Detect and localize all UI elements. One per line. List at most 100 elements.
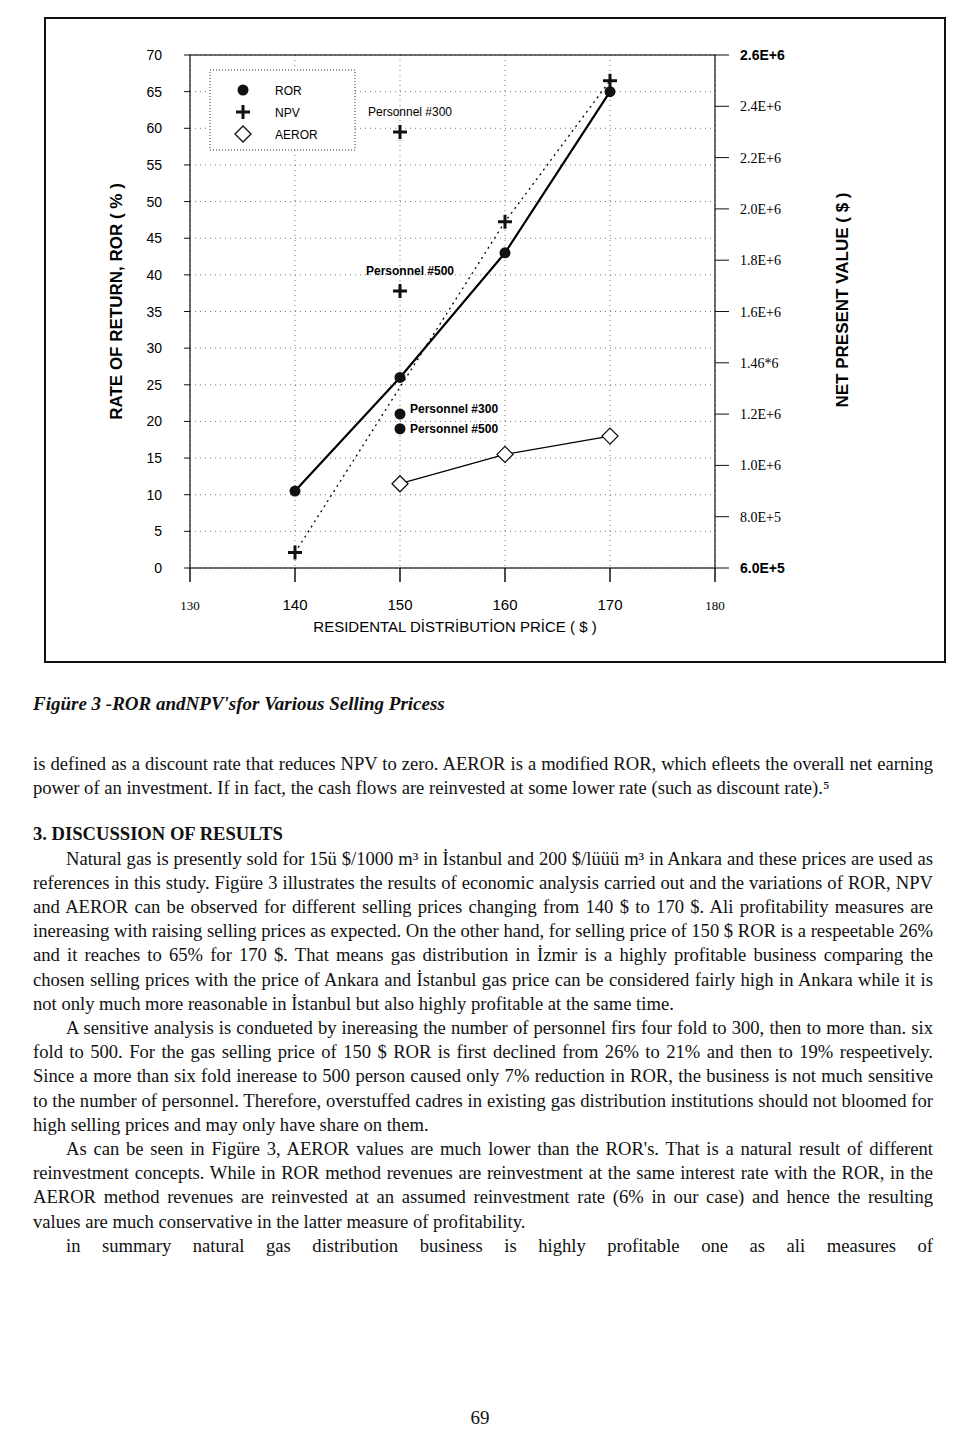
figure-border	[45, 18, 945, 662]
point-annotation: Personnel #500	[410, 422, 498, 436]
y-tick-label: 0	[154, 560, 162, 576]
legend-box	[210, 70, 355, 150]
data-point	[605, 86, 616, 97]
legend-marker	[236, 105, 250, 119]
paragraph: Natural gas is presently sold for 15ü $/…	[33, 847, 933, 1016]
y2-tick-label: 1.6E+6	[740, 305, 781, 320]
y-tick	[184, 384, 190, 385]
data-point	[395, 372, 406, 383]
y2-tick	[715, 106, 729, 107]
y-axis-label: RATE OF RETURN, ROR ( % )	[107, 183, 126, 420]
grid-line-x	[610, 55, 611, 568]
y2-tick	[715, 465, 729, 466]
grid-line-y	[190, 311, 715, 312]
y2-tick	[715, 208, 729, 209]
y2-axis-label: NET PRESENT VALUE ( $ )	[833, 192, 852, 407]
figure-caption: Figüre 3 -ROR andNPV'sfor Various Sellin…	[33, 693, 445, 715]
y-tick	[184, 494, 190, 495]
y-tick	[184, 238, 190, 239]
y2-tick	[715, 568, 729, 569]
page-number: 69	[0, 1407, 960, 1429]
point-annotation: Personnel #300	[410, 402, 498, 416]
y-tick-label: 15	[146, 450, 162, 466]
y2-tick	[715, 414, 729, 415]
y2-tick	[715, 516, 729, 517]
y2-tick-label: 2.6E+6	[740, 47, 785, 63]
grid-line-y	[190, 348, 715, 349]
legend-marker	[235, 126, 251, 142]
y-tick-label: 10	[146, 487, 162, 503]
y2-tick-label: 2.0E+6	[740, 202, 781, 217]
data-point	[500, 247, 511, 258]
series-line	[295, 92, 610, 491]
paragraph: in summary natural gas distribution busi…	[33, 1234, 933, 1258]
data-point	[288, 546, 302, 560]
grid-line-y	[190, 458, 715, 459]
figure-3: 05101520253035404550556065706.0E+58.0E+5…	[0, 0, 960, 680]
data-point	[498, 215, 512, 229]
y-tick	[184, 348, 190, 349]
series-line	[295, 81, 610, 553]
data-point	[497, 446, 513, 462]
data-point	[290, 486, 301, 497]
y2-tick	[715, 362, 729, 363]
y-tick	[184, 91, 190, 92]
y-tick	[184, 55, 190, 56]
paragraph: A sensitive analysis is condueted by ine…	[33, 1016, 933, 1137]
y-tick-label: 50	[146, 194, 162, 210]
y-tick	[184, 531, 190, 532]
legend-label: NPV	[275, 106, 300, 120]
grid-line-y	[190, 201, 715, 202]
paragraph: is defined as a discount rate that reduc…	[33, 752, 933, 800]
y-tick-label: 5	[154, 523, 162, 539]
y2-tick-label: 1.0E+6	[740, 458, 781, 473]
legend-label: ROR	[275, 84, 302, 98]
x-tick-label: 150	[387, 596, 412, 613]
x-tick-label: 160	[492, 596, 517, 613]
y-tick-label: 70	[146, 47, 162, 63]
x-tick	[189, 568, 191, 582]
paragraph: As can be seen in Figüre 3, AEROR values…	[33, 1137, 933, 1234]
x-tick-label: 130	[180, 598, 200, 613]
y-tick	[184, 201, 190, 202]
y-tick-label: 65	[146, 84, 162, 100]
x-tick	[714, 568, 716, 582]
y2-tick-label: 2.4E+6	[740, 99, 781, 114]
legend: ROR NPV AEROR	[210, 70, 355, 150]
y2-tick	[715, 55, 729, 56]
sensitivity-ror-point	[395, 423, 406, 434]
y2-tick	[715, 311, 729, 312]
point-annotation: Personnel #300	[368, 105, 452, 119]
y-tick-label: 30	[146, 340, 162, 356]
grid-line-y	[190, 164, 715, 165]
grid-line-y	[190, 384, 715, 385]
grid-line-y	[190, 494, 715, 495]
legend-marker	[238, 85, 249, 96]
point-annotation: Personnel #500	[366, 264, 454, 278]
y-tick	[184, 421, 190, 422]
y2-tick-label: 2.2E+6	[740, 151, 781, 166]
y2-tick	[715, 260, 729, 261]
grid-line-y	[190, 238, 715, 239]
y2-tick-label: 1.46*6	[740, 356, 779, 371]
grid-line-y	[190, 531, 715, 532]
y-tick	[184, 164, 190, 165]
y-tick-label: 20	[146, 413, 162, 429]
y2-tick	[715, 157, 729, 158]
y-tick	[184, 568, 190, 569]
section-heading: 3. DISCUSSION OF RESULTS	[33, 822, 933, 846]
grid-line-x	[505, 55, 506, 568]
y2-tick-label: 1.8E+6	[740, 253, 781, 268]
data-point	[392, 476, 408, 492]
y-tick-label: 40	[146, 267, 162, 283]
x-tick	[609, 568, 611, 582]
x-tick-label: 170	[597, 596, 622, 613]
y-tick	[184, 311, 190, 312]
sensitivity-npv-point	[393, 284, 407, 298]
y-tick-label: 45	[146, 230, 162, 246]
legend-label: AEROR	[275, 128, 318, 142]
body-text: is defined as a discount rate that reduc…	[33, 752, 933, 1258]
y2-tick-label: 1.2E+6	[740, 407, 781, 422]
y-tick	[184, 128, 190, 129]
x-axis-label: RESIDENTAL DİSTRİBUTİON PRİCE ( $ )	[313, 618, 596, 635]
